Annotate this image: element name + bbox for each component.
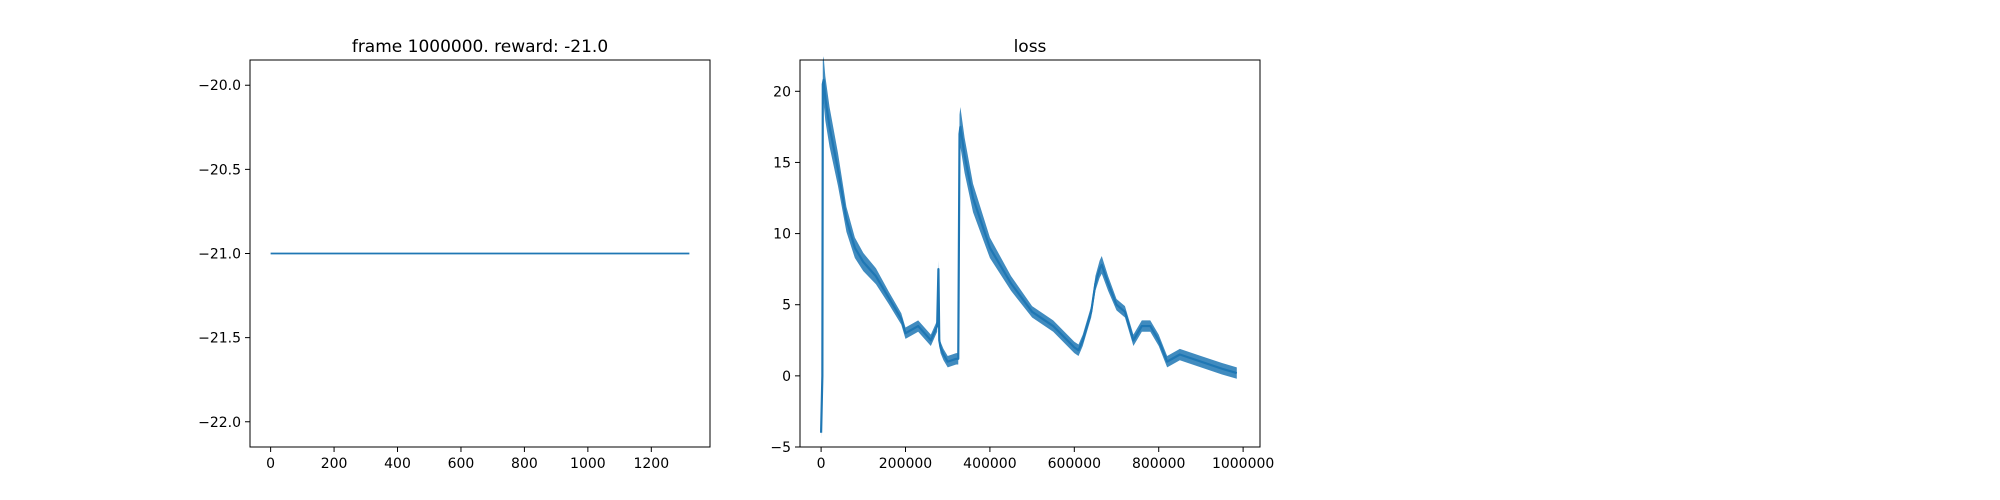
reward-y-tick-label: −21.0 [198,247,241,263]
reward-y-tick-label: −21.5 [198,331,241,347]
reward-y-tick-label: −20.0 [198,78,241,94]
loss-x-tick-label: 400000 [963,456,1016,472]
reward-x-tick-label: 400 [384,456,411,472]
reward-x-tick-label: 0 [266,456,275,472]
reward-x-axis: 0 200 400 600 800 1000 1200 [266,447,669,472]
loss-chart-title: loss [1014,37,1047,57]
reward-y-axis: −20.0 −20.5 −21.0 −21.5 −22.0 [198,78,250,431]
loss-x-tick-label: 0 [817,456,826,472]
loss-x-axis: 0 200000 400000 600000 800000 1000000 [817,447,1274,472]
reward-x-tick-label: 600 [448,456,475,472]
reward-y-tick-label: −20.5 [198,162,241,178]
loss-y-tick-label: 5 [782,298,791,314]
reward-x-tick-label: 1000 [570,456,606,472]
loss-y-tick-label: 10 [773,227,791,243]
reward-chart-title: frame 1000000. reward: -21.0 [352,37,608,57]
loss-y-tick-label: 0 [782,369,791,385]
loss-x-tick-label: 1000000 [1212,456,1274,472]
loss-x-tick-label: 200000 [879,456,932,472]
loss-x-tick-label: 800000 [1132,456,1185,472]
loss-x-tick-label: 600000 [1048,456,1101,472]
reward-x-tick-label: 800 [511,456,538,472]
reward-chart: frame 1000000. reward: -21.0 0 200 400 600 8… [198,37,711,472]
loss-y-tick-label: 15 [773,155,791,171]
loss-plot-area [820,56,1238,439]
loss-series-band [821,56,1237,439]
loss-y-axis: −5 0 5 10 15 20 [770,84,800,456]
reward-axes-frame [249,59,711,448]
reward-x-tick-label: 1200 [633,456,669,472]
reward-y-tick-label: −22.0 [198,415,241,431]
loss-axes-frame [799,59,1261,448]
loss-chart: loss 0 200000 400000 600000 800000 1000000 −5… [770,37,1274,472]
loss-y-tick-label: −5 [770,440,791,456]
reward-x-tick-label: 200 [321,456,348,472]
loss-series-line [820,78,1238,433]
loss-y-tick-label: 20 [773,84,791,100]
